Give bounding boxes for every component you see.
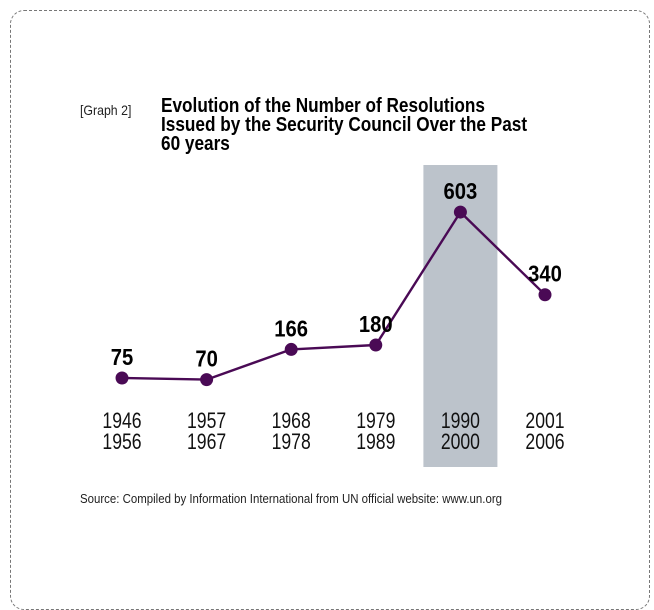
graph-tag: [Graph 2] xyxy=(80,102,132,118)
x-tick-label: 2001 xyxy=(525,409,564,433)
x-tick-label: 2006 xyxy=(525,430,564,454)
data-point xyxy=(538,288,552,302)
data-label: 603 xyxy=(444,178,478,205)
x-tick-label: 1979 xyxy=(356,409,395,433)
data-label: 70 xyxy=(195,345,218,372)
x-tick-label: 1946 xyxy=(102,409,141,433)
x-tick-label: 1968 xyxy=(272,409,311,433)
x-tick-label: 1957 xyxy=(187,409,226,433)
chart-title: Evolution of the Number of Resolutions I… xyxy=(161,95,528,155)
data-point xyxy=(200,373,214,387)
source-note: Source: Compiled by Information Internat… xyxy=(80,491,503,506)
data-point xyxy=(284,342,298,356)
data-label: 180 xyxy=(359,311,393,338)
x-tick-label: 1989 xyxy=(356,430,395,454)
x-tick-label: 1978 xyxy=(272,430,311,454)
data-label: 75 xyxy=(111,344,134,371)
x-tick-label: 1990 xyxy=(441,409,480,433)
data-point xyxy=(369,338,383,352)
data-point xyxy=(115,371,129,385)
series-line xyxy=(121,210,546,381)
x-tick-label: 2000 xyxy=(441,430,480,454)
data-label: 166 xyxy=(274,315,308,342)
data-label: 340 xyxy=(528,261,562,288)
x-tick-label: 1956 xyxy=(102,430,141,454)
x-tick-label: 1967 xyxy=(187,430,226,454)
data-point xyxy=(453,205,467,219)
